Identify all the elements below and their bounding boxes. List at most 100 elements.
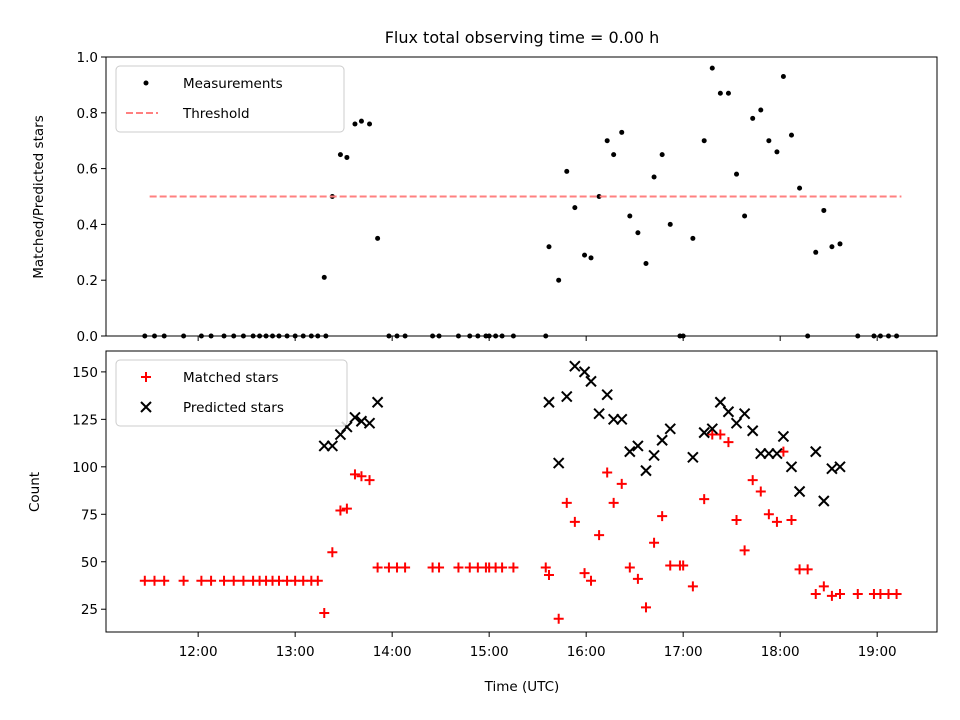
predicted-star-point [601, 388, 613, 401]
measurement-point [797, 185, 803, 191]
top-legend-box [115, 65, 345, 133]
top-y-axis-label: Matched/Predicted stars [31, 115, 47, 278]
measurement-point [659, 152, 665, 158]
bottom-y-tick-label: 50 [81, 555, 98, 571]
matched-star-point [497, 562, 508, 573]
matched-star-point [206, 575, 217, 586]
predicted-star-point [785, 461, 798, 473]
matched-star-point [826, 590, 837, 601]
matched-star-point [569, 516, 580, 527]
legend-label: Threshold [182, 106, 250, 122]
matched-star-point [159, 575, 170, 586]
predicted-star-point [640, 464, 652, 477]
measurement-point [572, 205, 578, 211]
predicted-star-point [632, 440, 644, 452]
measurement-point [588, 255, 594, 261]
legend-plus-marker [141, 372, 151, 382]
top-subplot: 0.0 0.2 0.4 0.6 0.8 1.0 Measurements Threshold [77, 50, 938, 345]
matched-star-point [561, 497, 572, 508]
predicted-star-point [624, 445, 636, 458]
legend-label: Predicted stars [183, 400, 284, 416]
predicted-star-point [834, 461, 846, 473]
top-y-tick-label: 0.2 [77, 273, 98, 289]
predicted-star-point [593, 407, 605, 420]
predicted-star-point [738, 407, 751, 420]
matched-star-point [665, 560, 676, 571]
x-tick-label: 19:00 [858, 644, 897, 660]
predicted-star-point [706, 423, 718, 435]
predicted-star-point [552, 457, 565, 469]
measurement-point [604, 138, 610, 144]
matched-star-point [178, 575, 189, 586]
measurement-point [367, 121, 373, 127]
legend-x-marker [140, 401, 152, 413]
matched-star-point [364, 475, 375, 486]
measurement-point [774, 149, 780, 155]
matched-star-point [553, 613, 564, 624]
predicted-star-point [777, 430, 790, 443]
measurement-point [758, 107, 764, 113]
matched-star-point [755, 486, 766, 497]
measurement-point [667, 221, 673, 227]
predicted-star-point [722, 406, 735, 418]
measurement-point [766, 138, 772, 144]
bottom-y-tick-label: 25 [81, 602, 98, 618]
matched-star-point [139, 575, 150, 586]
predicted-star-point [569, 360, 581, 372]
predicted-star-point [656, 434, 668, 446]
matched-star-point [747, 475, 758, 486]
matched-star-point [723, 437, 734, 448]
measurement-point [546, 244, 552, 250]
predicted-star-point [318, 440, 330, 452]
measurement-point [611, 152, 617, 158]
matched-star-point [586, 575, 597, 586]
matched-star-point [327, 547, 338, 558]
predicted-star-point [664, 423, 676, 435]
measurement-point [829, 244, 835, 250]
measurement-point [821, 207, 827, 213]
measurement-point [788, 132, 794, 138]
matched-star-point [349, 469, 360, 480]
matched-star-point [196, 575, 207, 586]
measurement-point [619, 129, 625, 135]
matched-star-point [818, 581, 829, 592]
measurement-point [837, 241, 843, 247]
x-tick-label: 16:00 [567, 644, 606, 660]
matched-star-point [657, 511, 668, 522]
predicted-star-point [714, 396, 727, 408]
measurement-point [717, 90, 723, 96]
matched-star-point [319, 608, 330, 619]
predicted-star-point [810, 445, 822, 458]
predicted-star-point [771, 447, 783, 460]
predicted-star-point [687, 451, 699, 464]
measurement-point [352, 121, 358, 127]
predicted-star-point [371, 396, 384, 408]
top-series-measurements [142, 65, 900, 339]
matched-star-point [453, 562, 464, 573]
matched-star-point [341, 503, 352, 514]
matched-star-point [335, 505, 346, 516]
measurement-point [635, 230, 641, 236]
predicted-star-point [648, 449, 660, 462]
x-tick-label: 15:00 [470, 644, 509, 660]
measurement-point [742, 213, 748, 219]
matched-star-point [616, 478, 627, 489]
bottom-subplot: 25 50 75 100 125 150 12:00 13:00 14:00 15:00 16:00… [72, 350, 938, 660]
matched-star-point [312, 575, 323, 586]
matched-star-point [802, 564, 813, 575]
matched-star-point [602, 467, 613, 478]
measurement-point [627, 213, 633, 219]
measurement-point [582, 252, 588, 258]
top-y-tick-label: 0.0 [77, 329, 98, 345]
x-tick-label: 14:00 [373, 644, 412, 660]
measurement-point [337, 152, 343, 158]
measurement-point [556, 277, 562, 283]
predicted-star-point [585, 375, 597, 388]
matched-star-point [238, 575, 249, 586]
bottom-plot-frame [105, 350, 938, 633]
matched-star-point [579, 568, 590, 579]
predicted-star-point [818, 495, 830, 507]
matched-star-point [434, 562, 445, 573]
legend-label: Measurements [183, 76, 283, 92]
bottom-y-tick-label: 150 [72, 365, 98, 381]
